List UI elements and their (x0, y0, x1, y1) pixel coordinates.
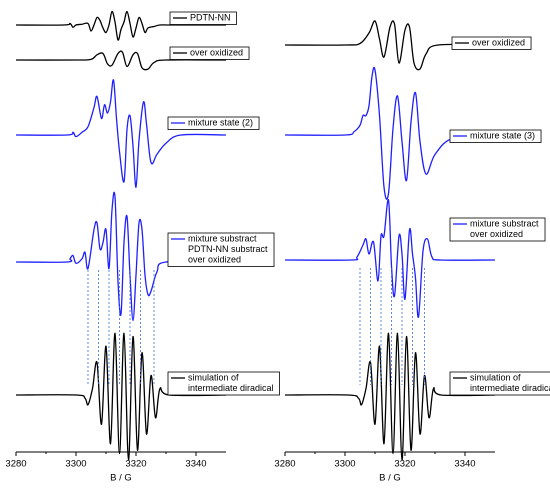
x-axis-label: B / G (379, 473, 401, 484)
legend-box (449, 217, 546, 242)
legend-box (167, 116, 260, 130)
x-tick-label: 3300 (65, 459, 86, 470)
spectrum-line (15, 79, 227, 188)
x-tick-label: 3300 (334, 459, 355, 470)
legend-box (169, 11, 237, 25)
x-tick-label: 3280 (274, 459, 295, 470)
legend-box (167, 371, 280, 396)
spectrum-line (284, 66, 496, 200)
legend: over oxidized (451, 36, 532, 50)
legend-label: over oxidized (190, 47, 243, 57)
legend-box (449, 371, 550, 396)
legend-label: over oxidized (188, 254, 241, 264)
legend-label: over oxidized (472, 37, 525, 47)
legend-label: mixture state (2) (188, 117, 253, 127)
spectrum-line (284, 332, 496, 461)
spectrum-line (284, 20, 496, 71)
legend-label: intermediate diradical (470, 383, 550, 393)
legend-box (451, 36, 532, 50)
x-axis-label: B / G (110, 473, 132, 484)
legend-label: simulation of (188, 372, 239, 382)
legend: mixture state (3) (449, 129, 542, 143)
legend-label: mixture substract (470, 218, 539, 228)
spectrum-line (15, 50, 227, 71)
spectrum-line (15, 332, 227, 461)
legend: PDTN-NN (169, 11, 237, 25)
legend-label: PDTN-NN substract (188, 244, 268, 254)
x-tick-label: 3320 (394, 459, 415, 470)
legend-box (167, 232, 275, 267)
legend-label: intermediate diradical (188, 383, 274, 393)
legend-label: PDTN-NN (190, 12, 231, 22)
legend-box (169, 46, 250, 60)
legend-box (449, 129, 542, 143)
legend: over oxidized (169, 46, 250, 60)
x-tick-label: 3340 (454, 459, 475, 470)
legend-label: over oxidized (470, 229, 523, 239)
legend-label: mixture state (3) (470, 130, 535, 140)
legend-label: simulation of (470, 372, 521, 382)
spectrum-line (15, 10, 226, 41)
spectrum-line (15, 191, 227, 322)
x-tick-label: 3320 (125, 459, 146, 470)
legend: mixture state (2) (167, 116, 260, 130)
legend-label: mixture substract (188, 233, 257, 243)
x-tick-label: 3340 (185, 459, 206, 470)
spectrum-line (284, 199, 496, 318)
x-tick-label: 3280 (5, 459, 26, 470)
